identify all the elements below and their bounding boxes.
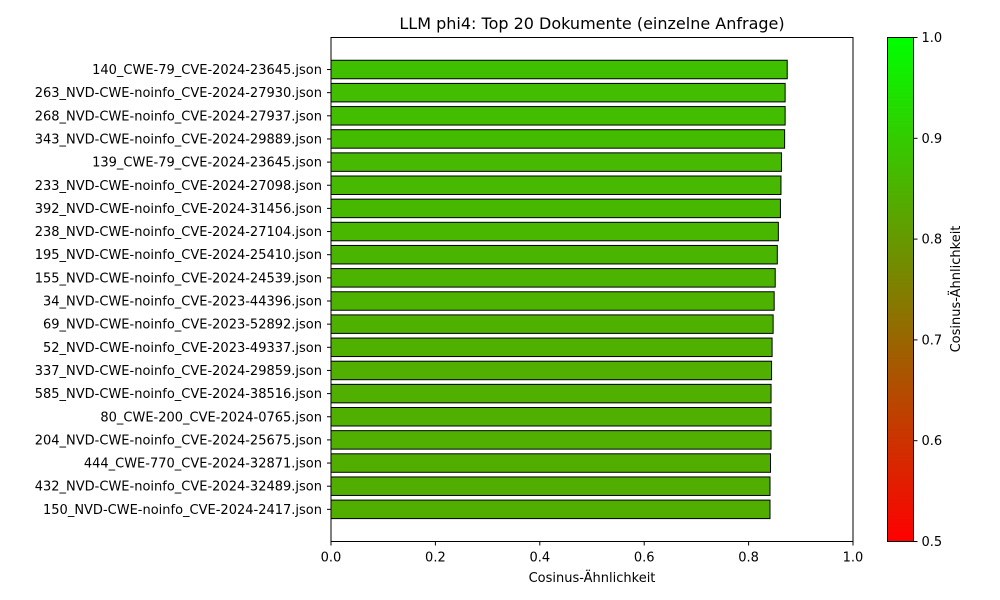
y-tick-label: 195_NVD-CWE-noinfo_CVE-2024-25410.json xyxy=(35,248,322,263)
bar xyxy=(330,360,773,381)
colorbar-tick-label: 0.5 xyxy=(922,535,943,550)
y-tick-label: 52_NVD-CWE-noinfo_CVE-2023-49337.json xyxy=(43,341,322,356)
y-tick-label: 392_NVD-CWE-noinfo_CVE-2024-31456.json xyxy=(35,202,322,217)
x-tick-label: 1.0 xyxy=(843,551,864,566)
y-tick-label: 585_NVD-CWE-noinfo_CVE-2024-38516.json xyxy=(35,387,322,402)
bar xyxy=(330,268,776,288)
y-tick-label: 337_NVD-CWE-noinfo_CVE-2024-29859.json xyxy=(35,364,322,379)
x-tick-label: 0.4 xyxy=(529,551,550,566)
bar xyxy=(330,337,773,358)
bar xyxy=(330,221,779,242)
bars-group xyxy=(330,59,788,520)
x-tick-label: 0.0 xyxy=(321,551,342,566)
bar xyxy=(330,407,772,427)
colorbar-tick-label: 0.8 xyxy=(922,233,943,248)
y-tick-label: 34_NVD-CWE-noinfo_CVE-2023-44396.json xyxy=(43,295,322,310)
bar xyxy=(330,198,781,219)
y-tick-label: 69_NVD-CWE-noinfo_CVE-2023-52892.json xyxy=(43,318,322,333)
bar xyxy=(330,314,774,334)
x-tick-label: 0.2 xyxy=(425,551,446,566)
bar xyxy=(330,82,786,103)
y-tick-label: 343_NVD-CWE-noinfo_CVE-2024-29889.json xyxy=(35,132,322,147)
y-tick-label: 263_NVD-CWE-noinfo_CVE-2024-27930.json xyxy=(35,86,322,101)
y-tick-label: 233_NVD-CWE-noinfo_CVE-2024-27098.json xyxy=(35,179,322,194)
x-axis: 0.0 0.2 0.4 0.6 0.8 1.0 xyxy=(321,541,864,566)
y-tick-label: 80_CWE-200_CVE-2024-0765.json xyxy=(100,410,322,425)
bar xyxy=(330,291,775,311)
y-tick-label: 268_NVD-CWE-noinfo_CVE-2024-27937.json xyxy=(35,109,322,124)
colorbar-label: Cosinus-Ähnlichkeit xyxy=(948,226,964,353)
y-tick-label: 139_CWE-79_CVE-2024-23645.json xyxy=(92,156,322,171)
chart-title: LLM phi4: Top 20 Dokumente (einzelne Anf… xyxy=(399,14,784,33)
colorbar: 0.5 0.6 0.7 0.8 0.9 1.0 Cosinus-Ähnlichkeit xyxy=(887,31,964,550)
bar xyxy=(330,430,772,450)
colorbar-tick-label: 0.9 xyxy=(922,132,943,147)
y-tick-label: 432_NVD-CWE-noinfo_CVE-2024-32489.json xyxy=(35,480,322,495)
bar xyxy=(330,383,772,404)
y-tick-label: 238_NVD-CWE-noinfo_CVE-2024-27104.json xyxy=(35,225,322,240)
colorbar-tick-label: 1.0 xyxy=(922,31,943,46)
x-tick-label: 0.8 xyxy=(738,551,759,566)
x-tick-label: 0.6 xyxy=(634,551,655,566)
bar xyxy=(330,59,788,80)
bar xyxy=(330,152,782,172)
y-tick-label: 444_CWE-770_CVE-2024-32871.json xyxy=(84,457,322,472)
y-tick-label: 155_NVD-CWE-noinfo_CVE-2024-24539.json xyxy=(35,271,322,286)
bar xyxy=(330,499,771,520)
bar xyxy=(330,106,786,126)
colorbar-ticks: 0.5 0.6 0.7 0.8 0.9 1.0 xyxy=(913,31,943,550)
y-axis-tick-labels: 140_CWE-79_CVE-2024-23645.json 263_NVD-CW… xyxy=(35,63,331,518)
bar xyxy=(330,129,786,149)
colorbar-tick-label: 0.6 xyxy=(922,434,943,449)
bar xyxy=(330,244,778,265)
colorbar-gradient xyxy=(887,37,914,542)
x-axis-label: Cosinus-Ähnlichkeit xyxy=(529,570,656,586)
bar xyxy=(330,476,771,496)
bar xyxy=(330,453,772,473)
y-tick-label: 140_CWE-79_CVE-2024-23645.json xyxy=(92,63,322,78)
y-tick-label: 204_NVD-CWE-noinfo_CVE-2024-25675.json xyxy=(35,433,322,448)
y-tick-label: 150_NVD-CWE-noinfo_CVE-2024-2417.json xyxy=(43,503,322,518)
bar xyxy=(330,175,782,195)
plot-frame xyxy=(330,37,854,542)
colorbar-tick-label: 0.7 xyxy=(922,333,943,348)
